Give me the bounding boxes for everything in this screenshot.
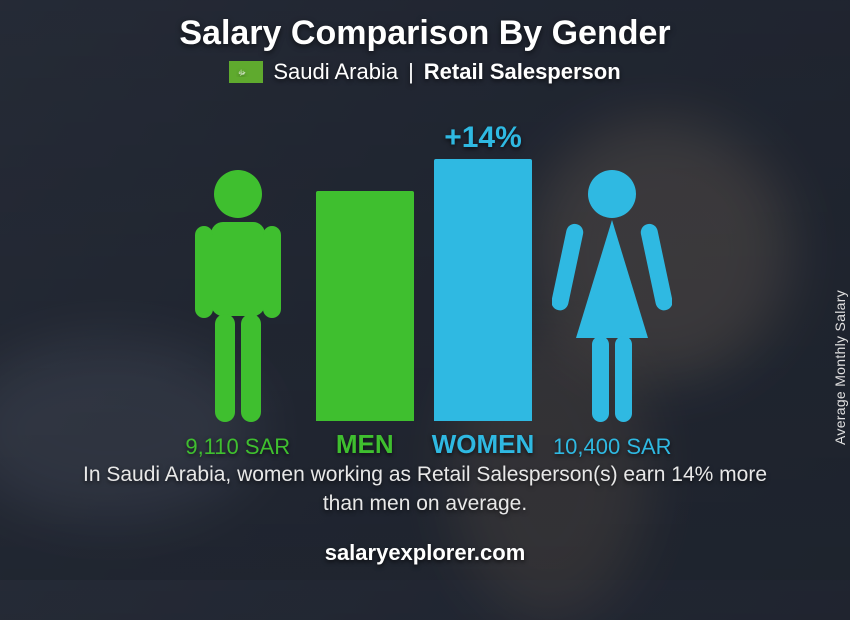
y-axis-label: Average Monthly Salary	[832, 290, 848, 445]
footer-source: salaryexplorer.com	[0, 540, 850, 566]
chart: 9,110 SAR MEN +14% WOMEN 10,400 SAR	[0, 100, 850, 460]
caption: In Saudi Arabia, women working as Retail…	[60, 461, 790, 518]
men-label: MEN	[336, 429, 394, 460]
male-person-icon	[183, 166, 293, 426]
men-bar	[316, 191, 414, 421]
women-salary: 10,400 SAR	[553, 434, 672, 460]
subtitle-sep: |	[408, 59, 414, 85]
women-label: WOMEN	[432, 429, 535, 460]
women-bar	[434, 159, 532, 421]
subtitle-country: Saudi Arabia	[273, 59, 398, 85]
female-icon-col: 10,400 SAR	[552, 166, 672, 460]
male-icon-col: 9,110 SAR	[178, 166, 298, 460]
svg-text:ﷻ: ﷻ	[238, 69, 246, 77]
female-person-icon	[552, 166, 672, 426]
subtitle: ﷻ Saudi Arabia | Retail Salesperson	[0, 59, 850, 85]
women-bar-col: +14% WOMEN	[432, 121, 535, 460]
flag-icon: ﷻ	[229, 61, 263, 83]
subtitle-role: Retail Salesperson	[424, 59, 621, 85]
men-salary: 9,110 SAR	[185, 434, 290, 460]
page-title: Salary Comparison By Gender	[0, 0, 850, 53]
delta-label: +14%	[444, 121, 522, 155]
men-bar-col: MEN	[316, 191, 414, 460]
